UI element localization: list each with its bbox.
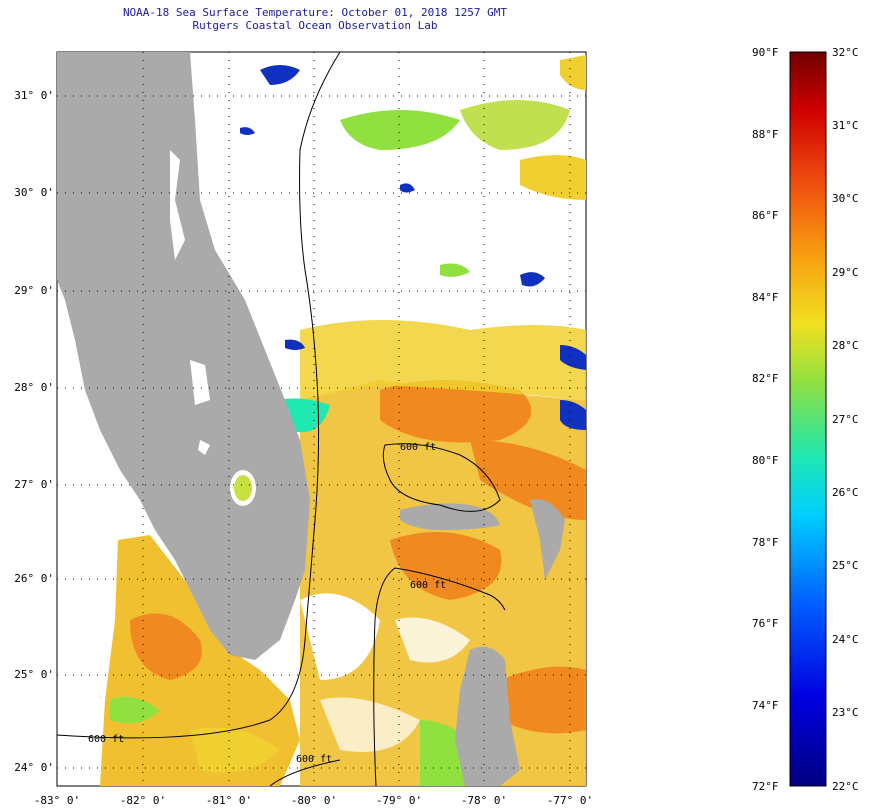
lat-tick-30: 30° 0' [14, 186, 54, 199]
lat-tick-25: 25° 0' [14, 668, 54, 681]
lat-tick-24: 24° 0' [14, 761, 54, 774]
cb-f-80: 80°F [752, 454, 779, 467]
lat-tick-31: 31° 0' [14, 89, 54, 102]
cb-f-74: 74°F [752, 699, 779, 712]
cb-f-76: 76°F [752, 617, 779, 630]
florida-land [57, 52, 310, 660]
lat-tick-28: 28° 0' [14, 381, 54, 394]
map-title: NOAA-18 Sea Surface Temperature: October… [122, 6, 508, 19]
lon-tick-78: -78° 0' [460, 794, 508, 807]
cb-c-24: 24°C [832, 633, 859, 646]
lon-tick-79: -79° 0' [375, 794, 423, 807]
cb-c-26: 26°C [832, 486, 859, 499]
lat-tick-26: 26° 0' [14, 572, 54, 585]
cb-c-22: 22°C [832, 780, 859, 793]
cb-c-28: 28°C [832, 339, 859, 352]
map-subtitle: Rutgers Coastal Ocean Observation Lab [192, 19, 438, 32]
cb-f-88: 88°F [752, 128, 779, 141]
cb-c-30: 30°C [832, 192, 859, 205]
cb-c-25: 25°C [832, 559, 859, 572]
lon-tick-83: -83° 0' [33, 794, 81, 807]
contour-label-west: 600 ft [88, 734, 124, 745]
colorbar [789, 51, 827, 787]
lat-tick-29: 29° 0' [14, 284, 54, 297]
grand-bahama-land [400, 503, 500, 530]
cb-f-82: 82°F [752, 372, 779, 385]
cb-f-84: 84°F [752, 291, 779, 304]
lon-tick-77: -77° 0' [546, 794, 594, 807]
cb-f-86: 86°F [752, 209, 779, 222]
sst-field [57, 52, 586, 786]
abaco-land [530, 499, 565, 580]
lon-tick-82: -82° 0' [119, 794, 167, 807]
lon-tick-81: -81° 0' [205, 794, 253, 807]
graticule [57, 52, 586, 786]
contour-600ft-andros [373, 567, 506, 786]
contour-600ft-west [57, 52, 341, 739]
cb-c-31: 31°C [832, 119, 859, 132]
contour-label-grand-bahama: 600 ft [400, 442, 436, 453]
cb-c-27: 27°C [832, 413, 859, 426]
lat-tick-27: 27° 0' [14, 478, 54, 491]
cb-f-78: 78°F [752, 536, 779, 549]
contour-label-andros: 600 ft [410, 580, 446, 591]
cb-c-32: 32°C [832, 46, 859, 59]
cb-c-23: 23°C [832, 706, 859, 719]
contour-label-south: 600 ft [296, 754, 332, 765]
cb-f-90: 90°F [752, 46, 779, 59]
andros-land [455, 646, 520, 786]
cb-c-29: 29°C [832, 266, 859, 279]
contour-600ft-south [269, 759, 341, 786]
cb-f-72: 72°F [752, 780, 779, 793]
lon-tick-80: -80° 0' [290, 794, 338, 807]
contour-600ft-grand-bahama [382, 443, 501, 512]
